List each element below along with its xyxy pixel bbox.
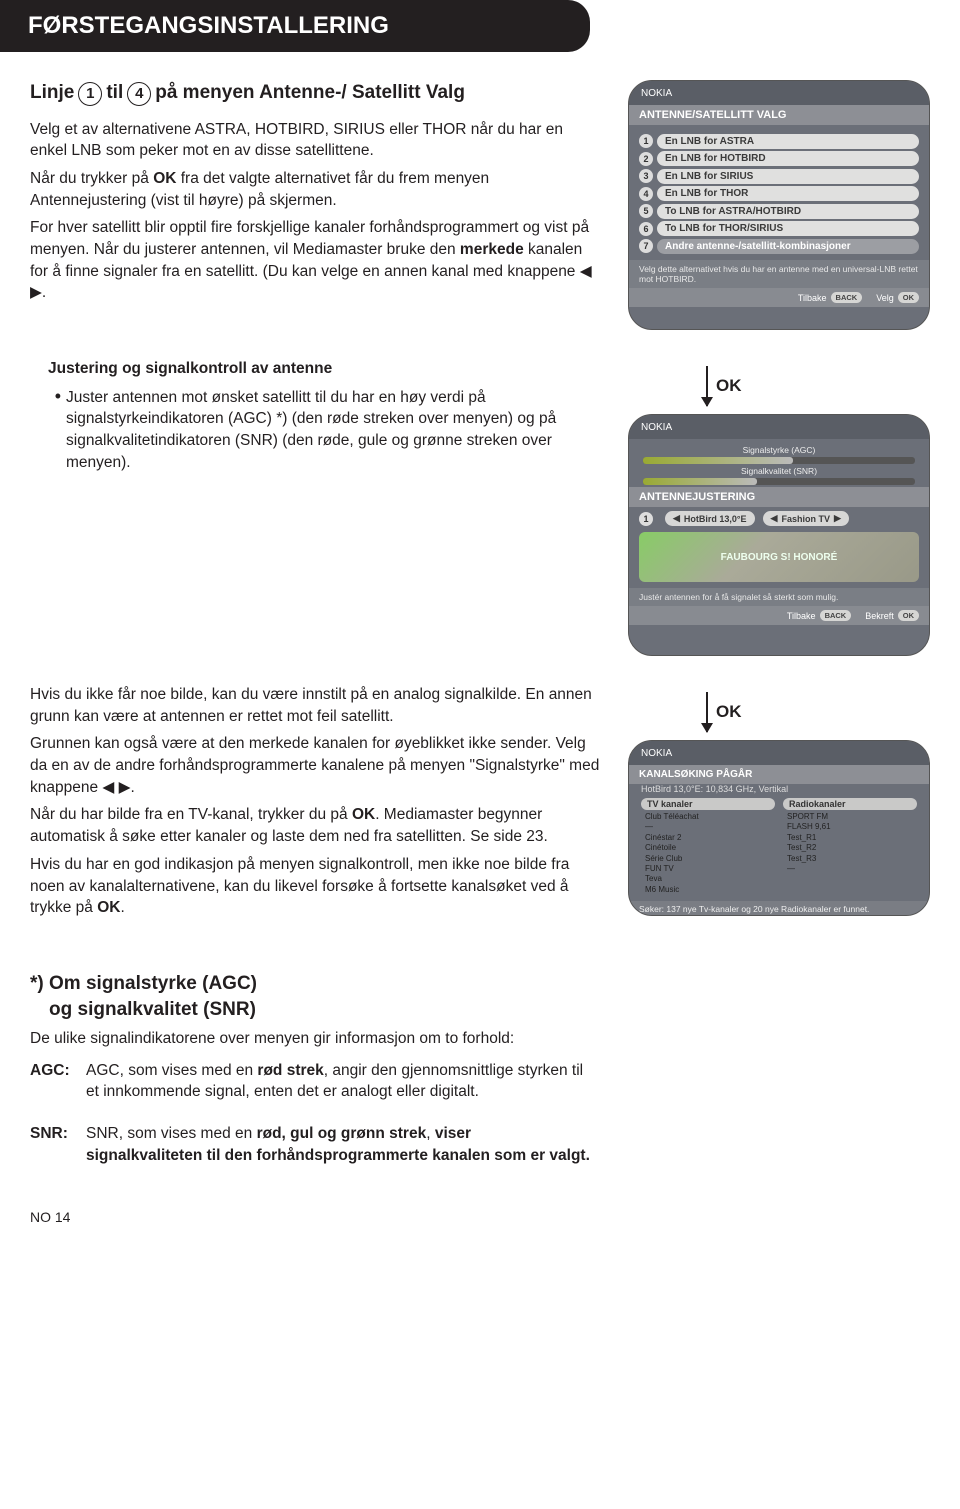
ss2-sel-row: 1 ◀HotBird 13,0°E ◀Fashion TV▶ (629, 507, 929, 530)
snr-key: SNR: (30, 1123, 76, 1166)
s2-heading: Justering og signalkontroll av antenne (48, 358, 602, 380)
ss3-radio-header: Radiokanaler (783, 798, 917, 810)
ss2-agc-label: Signalstyrke (AGC) (643, 445, 915, 455)
circled-1: 1 (78, 82, 102, 106)
s3-p3: Når du har bilde fra en TV-kanal, trykke… (30, 804, 602, 847)
agc-key: AGC: (30, 1060, 76, 1103)
s4-agc-row: AGC: AGC, som vises med en rød strek, an… (30, 1060, 590, 1103)
ss3-tv-list: Club Téléachat — Cinéstar 2 Cinétoile Sé… (641, 812, 775, 895)
ss3-radio-col: Radiokanaler SPORT FM FLASH 9,61 Test_R1… (783, 798, 917, 895)
section-2-text: Justering og signalkontroll av antenne J… (0, 358, 628, 473)
s1-p2: Når du trykker på OK fra det valgte alte… (30, 168, 602, 211)
s3-p4: Hvis du har en god indikasjon på menyen … (30, 854, 602, 919)
ss2-bars: Signalstyrke (AGC) Signalkvalitet (SNR) (629, 439, 929, 487)
ss2-snr-label: Signalkvalitet (SNR) (643, 466, 915, 476)
section-1-text: Linje 1 til 4 på menyen Antenne-/ Satell… (0, 80, 628, 310)
snr-def: SNR, som vises med en rød, gul og grønn … (86, 1123, 590, 1166)
screenshot-antenne-valg: NOKIA ANTENNE/SATELLITT VALG 1En LNB for… (628, 80, 930, 330)
screenshot-1-col: NOKIA ANTENNE/SATELLITT VALG 1En LNB for… (628, 80, 960, 330)
circled-4: 4 (127, 82, 151, 106)
ss1-item-5[interactable]: To LNB for ASTRA/HOTBIRD (657, 204, 919, 219)
screenshot-kanalsoking: NOKIA KANALSØKING PÅGÅR HotBird 13,0°E: … (628, 740, 930, 916)
heading-mid: til (106, 80, 123, 107)
ss2-hint: Justér antennen for å få signalet så ste… (629, 588, 929, 606)
s4-intro: De ulike signalindikatorene over menyen … (30, 1028, 590, 1050)
screenshot-3-col: OK NOKIA KANALSØKING PÅGÅR HotBird 13,0°… (628, 684, 960, 916)
screenshot-antennejustering: NOKIA Signalstyrke (AGC) Signalkvalitet … (628, 414, 930, 656)
ok-arrow-2: OK (706, 692, 930, 732)
s4-heading: *) Om signalstyrke (AGC) *) og signalkva… (30, 971, 590, 1024)
ss1-top: NOKIA (629, 81, 929, 105)
ss1-title: ANTENNE/SATELLITT VALG (629, 105, 929, 125)
ss3-tv-col: TV kanaler Club Téléachat — Cinéstar 2 C… (641, 798, 775, 895)
ss1-back-button[interactable]: TilbakeBACK (798, 292, 862, 303)
ss3-tv-header: TV kanaler (641, 798, 775, 810)
ss3-columns: TV kanaler Club Téléachat — Cinéstar 2 C… (629, 796, 929, 897)
ss2-back-button[interactable]: TilbakeBACK (787, 610, 851, 621)
ss2-channel-selector[interactable]: ◀Fashion TV▶ (763, 511, 849, 526)
ss1-select-button[interactable]: VelgOK (876, 292, 919, 303)
down-arrow-icon (706, 366, 708, 406)
s1-p1: Velg et av alternativene ASTRA, HOTBIRD,… (30, 119, 602, 162)
ss3-radio-list: SPORT FM FLASH 9,61 Test_R1 Test_R2 Test… (783, 812, 917, 874)
ss2-satellite-selector[interactable]: ◀HotBird 13,0°E (665, 511, 755, 526)
agc-def: AGC, som vises med en rød strek, angir d… (86, 1060, 590, 1103)
ok-arrow-1: OK (706, 366, 930, 406)
ok-label-2: OK (716, 702, 742, 722)
ss3-brand: NOKIA (641, 748, 672, 759)
ss3-subtitle: HotBird 13,0°E: 10,834 GHz, Vertikal (629, 784, 929, 796)
ss1-item-3[interactable]: En LNB for SIRIUS (657, 169, 919, 184)
ss1-brand: NOKIA (641, 88, 672, 99)
section-2-row: Justering og signalkontroll av antenne J… (0, 358, 960, 656)
section-1-heading: Linje 1 til 4 på menyen Antenne-/ Satell… (30, 80, 602, 107)
ss3-status: Søker: 137 nye Tv-kanaler og 20 nye Radi… (629, 901, 929, 916)
s4-mark: *) (30, 973, 44, 994)
s2-bullet: Juster antennen mot ønsket satellitt til… (66, 384, 602, 474)
down-arrow-icon-2 (706, 692, 708, 732)
ss1-item-6[interactable]: To LNB for THOR/SIRIUS (657, 221, 919, 236)
section-4: *) Om signalstyrke (AGC) *) og signalkva… (0, 953, 620, 1167)
ss1-item-4[interactable]: En LNB for THOR (657, 186, 919, 201)
screenshot-2-col: OK NOKIA Signalstyrke (AGC) Signalkvalit… (628, 358, 960, 656)
section-3-text: Hvis du ikke får noe bilde, kan du være … (0, 684, 628, 925)
ss1-body: 1En LNB for ASTRA 2En LNB for HOTBIRD 3E… (629, 125, 929, 260)
page-header: FØRSTEGANGSINSTALLERING (0, 0, 590, 52)
page-number: NO 14 (0, 1187, 960, 1225)
heading-suffix: på menyen Antenne-/ Satellitt Valg (155, 80, 465, 107)
ss2-title: ANTENNEJUSTERING (629, 487, 929, 507)
ok-label-1: OK (716, 376, 742, 396)
ss2-snr-bar (643, 478, 757, 485)
ss1-hint: Velg dette alternativet hvis du har en a… (629, 260, 929, 288)
section-3-row: Hvis du ikke får noe bilde, kan du være … (0, 684, 960, 925)
page-title: FØRSTEGANGSINSTALLERING (28, 12, 389, 39)
section-1-row: Linje 1 til 4 på menyen Antenne-/ Satell… (0, 80, 960, 330)
heading-prefix: Linje (30, 80, 74, 107)
ss2-confirm-button[interactable]: BekreftOK (865, 610, 919, 621)
s3-p1: Hvis du ikke får noe bilde, kan du være … (30, 684, 602, 727)
ss2-bottom: TilbakeBACK BekreftOK (629, 606, 929, 625)
ss1-item-7[interactable]: Andre antenne-/satellitt-kombinasjoner (657, 239, 919, 254)
ss1-bottom: TilbakeBACK VelgOK (629, 288, 929, 307)
ss1-item-1[interactable]: En LNB for ASTRA (657, 134, 919, 149)
ss1-item-2[interactable]: En LNB for HOTBIRD (657, 151, 919, 166)
s1-p3: For hver satellitt blir opptil fire fors… (30, 217, 602, 304)
ss2-banner: FAUBOURG S! HONORÉ (639, 532, 919, 582)
ss2-agc-bar (643, 457, 793, 464)
s4-snr-row: SNR: SNR, som vises med en rød, gul og g… (30, 1123, 590, 1166)
s3-p2: Grunnen kan også være at den merkede kan… (30, 733, 602, 798)
ss3-title: KANALSØKING PÅGÅR (629, 765, 929, 784)
ss2-brand: NOKIA (641, 422, 672, 433)
